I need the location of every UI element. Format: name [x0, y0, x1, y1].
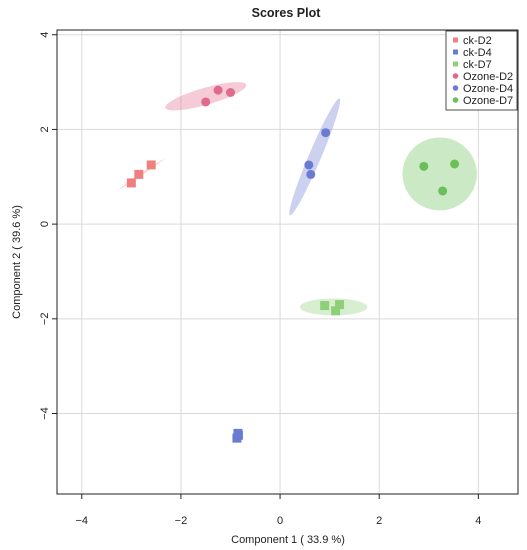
data-point: [233, 430, 243, 440]
legend-marker: [452, 97, 459, 103]
data-point: [134, 169, 144, 179]
data-point: [304, 160, 314, 170]
data-point: [201, 97, 211, 107]
legend-entry: ck-D2: [463, 35, 492, 47]
legend-entry: Ozone-D4: [463, 83, 513, 95]
data-point: [306, 169, 316, 179]
x-tick-label: −2: [175, 515, 188, 527]
y-tick-label: 2: [39, 126, 51, 132]
x-tick-label: 0: [277, 515, 283, 527]
confidence-ellipse: [165, 82, 247, 111]
x-axis-label: Component 1 ( 33.9 %): [231, 534, 345, 546]
x-tick-label: −4: [76, 515, 89, 527]
legend-marker: [452, 73, 459, 79]
plot-frame: [56, 29, 519, 495]
data-point: [419, 161, 429, 171]
y-tick-label: 4: [39, 32, 51, 38]
confidence-ellipses: [118, 82, 477, 442]
data-point: [335, 300, 345, 310]
legend-entry: Ozone-D7: [463, 95, 513, 107]
y-tick-label: −2: [39, 313, 51, 326]
x-tick-label: 2: [376, 515, 382, 527]
x-axis-ticks: −4 −2 0 2 4: [76, 494, 481, 527]
data-point: [213, 85, 223, 95]
legend-marker: [453, 49, 458, 55]
chart-title: Scores Plot: [252, 6, 322, 20]
legend-entry: ck-D7: [463, 59, 492, 71]
y-axis-label: Component 2 ( 39.6 %): [11, 205, 23, 319]
data-point: [146, 160, 156, 170]
confidence-ellipse: [402, 137, 477, 211]
data-point: [331, 306, 341, 316]
data-point: [321, 128, 331, 138]
legend-entry: ck-D4: [463, 47, 492, 59]
data-point: [126, 178, 136, 188]
legend-marker: [453, 61, 458, 67]
data-point: [438, 186, 448, 196]
data-point: [225, 87, 235, 97]
legend-marker: [452, 85, 459, 91]
confidence-ellipse: [289, 98, 341, 216]
data-points: [126, 85, 460, 443]
legend-entry: Ozone-D2: [463, 71, 513, 83]
data-point: [450, 159, 460, 169]
legend-marker: [453, 37, 458, 43]
grid-lines: [57, 30, 518, 494]
data-point: [320, 301, 330, 311]
y-axis-ticks: −4 −2 0 2 4: [39, 32, 57, 420]
y-tick-label: −4: [39, 407, 51, 420]
legend-box: [445, 30, 518, 111]
y-tick-label: 0: [39, 221, 51, 227]
x-tick-label: 4: [475, 515, 481, 527]
